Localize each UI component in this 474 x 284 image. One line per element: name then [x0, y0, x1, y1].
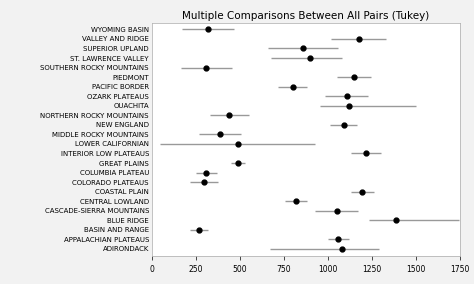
Title: Multiple Comparisons Between All Pairs (Tukey): Multiple Comparisons Between All Pairs (…	[182, 11, 429, 20]
